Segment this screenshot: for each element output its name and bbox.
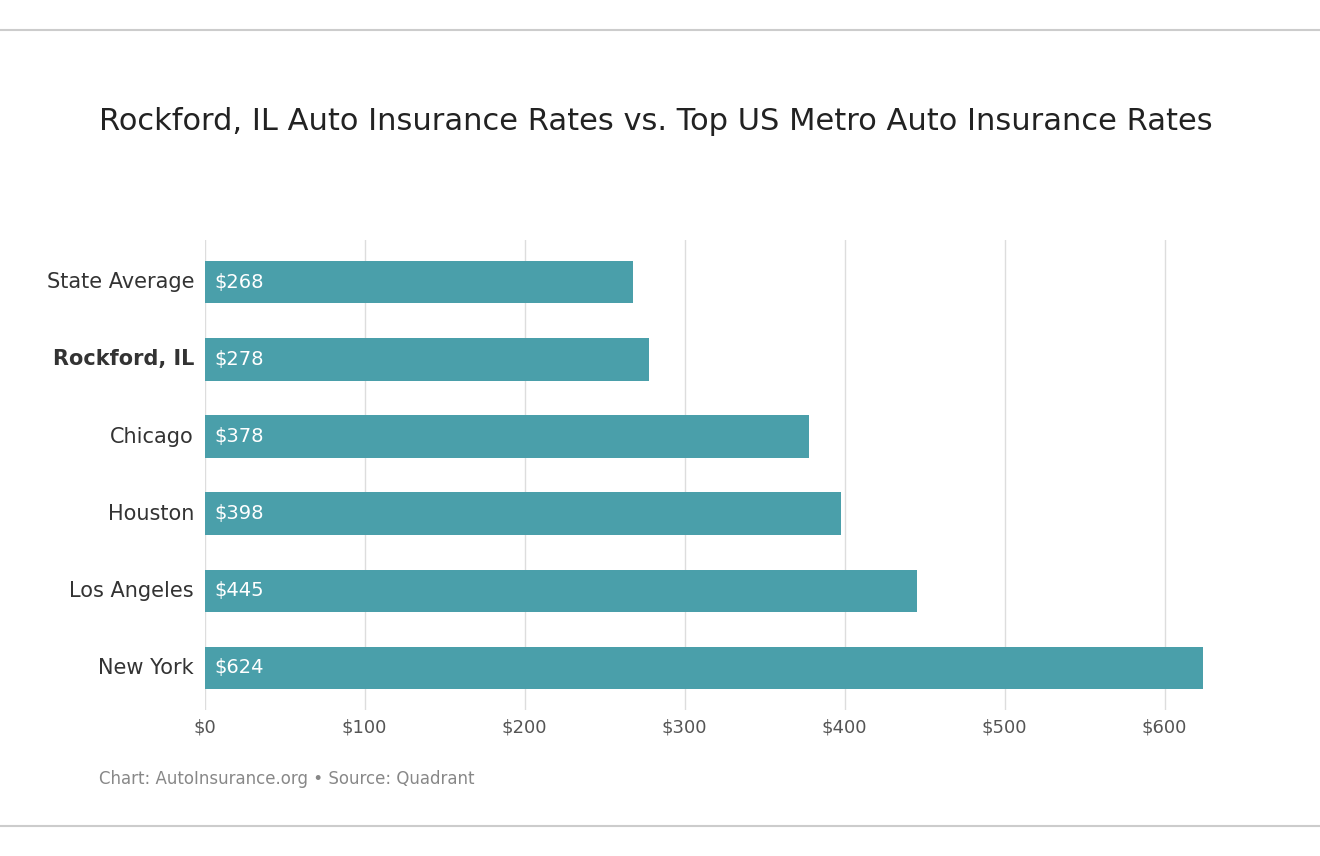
Bar bbox=[205, 646, 1203, 689]
Bar bbox=[205, 338, 649, 381]
Text: $278: $278 bbox=[214, 350, 264, 369]
Bar bbox=[205, 569, 916, 612]
Text: Los Angeles: Los Angeles bbox=[70, 580, 194, 601]
Text: Rockford, IL Auto Insurance Rates vs. Top US Metro Auto Insurance Rates: Rockford, IL Auto Insurance Rates vs. To… bbox=[99, 107, 1213, 136]
Text: Houston: Houston bbox=[108, 503, 194, 524]
Text: $624: $624 bbox=[214, 658, 264, 677]
Text: $268: $268 bbox=[214, 273, 264, 292]
Text: $378: $378 bbox=[214, 427, 264, 446]
Text: Chicago: Chicago bbox=[111, 426, 194, 447]
Bar bbox=[205, 261, 634, 304]
Bar bbox=[205, 492, 841, 535]
Text: State Average: State Average bbox=[46, 272, 194, 292]
Text: $398: $398 bbox=[214, 504, 264, 523]
Text: Rockford, IL: Rockford, IL bbox=[53, 349, 194, 370]
Text: Chart: AutoInsurance.org • Source: Quadrant: Chart: AutoInsurance.org • Source: Quadr… bbox=[99, 770, 474, 788]
Bar bbox=[205, 415, 809, 458]
Text: $445: $445 bbox=[214, 581, 264, 600]
Text: New York: New York bbox=[99, 658, 194, 678]
